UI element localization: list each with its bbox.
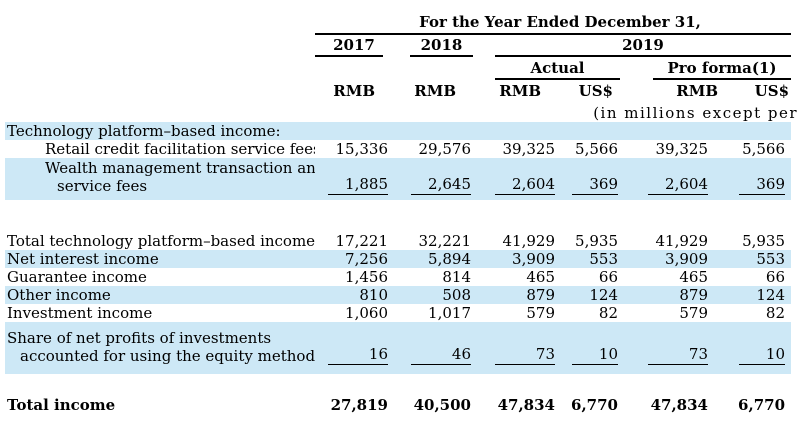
value-cell: 1,456 (345, 268, 388, 286)
value-cell: 810 (359, 286, 388, 304)
value-cell: 39,325 (655, 140, 709, 158)
value-cell: 5,894 (428, 250, 471, 268)
table-row-retail-credit-fees: Retail credit facilitation service fees … (5, 140, 791, 158)
units-note: (in millions except per (593, 104, 798, 122)
value-cell: 10 (710, 322, 791, 374)
label-column-header (5, 0, 315, 34)
row-label: Wealth management transaction and service… (45, 159, 315, 195)
value-cell: 66 (598, 268, 618, 286)
value-cell: 2,604 (620, 158, 710, 200)
value-cell: 41,929 (655, 232, 709, 250)
spacer-row (5, 200, 791, 232)
value-cell: 879 (679, 286, 708, 304)
table-row-technology-platform-heading: Technology platform–based income: (5, 122, 792, 140)
value-cell: 879 (526, 286, 555, 304)
value-cell: 5,935 (742, 232, 786, 250)
spacer-row (5, 374, 791, 393)
value-cell: 29,576 (418, 140, 472, 158)
value-cell: 124 (589, 286, 618, 304)
table-row-total-technology-income: Total technology platform–based income 1… (5, 232, 791, 250)
value-cell: 15,336 (335, 140, 389, 158)
value-cell: 16 (315, 322, 390, 374)
value-cell: 46 (390, 322, 473, 374)
currency-header-usd-proforma: US$ (754, 82, 790, 100)
currency-header-rmb-2017: RMB (333, 82, 375, 100)
value-cell: 124 (756, 286, 786, 304)
table-row-guarantee-income: Guarantee income 1,456 814 465 66 465 66 (5, 268, 791, 286)
value-cell: 508 (442, 286, 471, 304)
row-label: Guarantee income (7, 268, 147, 286)
column-group-proforma: Pro forma(1) (620, 57, 792, 80)
value-cell: 32,221 (418, 232, 472, 250)
table-row-wealth-management-fees: Wealth management transaction and service… (5, 158, 792, 200)
value-cell: 465 (679, 268, 708, 286)
value-cell: 553 (589, 250, 618, 268)
row-label: Other income (7, 286, 111, 304)
value-cell: 1,885 (315, 158, 390, 200)
currency-header-usd-actual: US$ (578, 82, 613, 100)
row-label: Total income (7, 396, 116, 414)
table-row-share-of-net-profits: Share of net profits of investments accou… (5, 322, 792, 374)
currency-header-rmb-2018: RMB (414, 82, 456, 100)
value-cell: 6,770 (738, 396, 786, 414)
value-cell: 5,566 (742, 140, 786, 158)
column-year-2019: 2019 (473, 34, 792, 57)
value-cell: 1,060 (345, 304, 388, 322)
table-row-net-interest-income: Net interest income 7,256 5,894 3,909 55… (5, 250, 792, 268)
value-cell: 579 (679, 304, 708, 322)
value-cell: 7,256 (345, 250, 388, 268)
value-cell: 10 (557, 322, 620, 374)
value-cell: 40,500 (413, 396, 471, 414)
value-cell: 369 (557, 158, 620, 200)
value-cell: 5,935 (575, 232, 618, 250)
value-cell: 2,645 (390, 158, 473, 200)
value-cell: 3,909 (665, 250, 708, 268)
column-year-2017: 2017 (315, 34, 390, 57)
column-group-actual: Actual (473, 57, 620, 80)
value-cell: 41,929 (502, 232, 556, 250)
value-cell: 73 (620, 322, 710, 374)
table-title: For the Year Ended December 31, (315, 0, 792, 35)
table-row-investment-income: Investment income 1,060 1,017 579 82 579… (5, 304, 791, 322)
value-cell: 579 (526, 304, 555, 322)
value-cell: 47,834 (497, 396, 555, 414)
value-cell: 814 (442, 268, 471, 286)
value-cell: 82 (765, 304, 786, 322)
value-cell: 27,819 (330, 396, 388, 414)
table-row-other-income: Other income 810 508 879 124 879 124 (5, 286, 792, 304)
column-year-2018: 2018 (390, 34, 473, 57)
value-cell: 39,325 (502, 140, 556, 158)
value-cell: 82 (598, 304, 618, 322)
value-cell: 17,221 (335, 232, 389, 250)
row-label: Net interest income (7, 250, 159, 268)
value-cell: 369 (710, 158, 791, 200)
value-cell: 2,604 (473, 158, 557, 200)
value-cell: 465 (526, 268, 555, 286)
income-statement-table: For the Year Ended December 31, 2017 201… (5, 0, 798, 414)
currency-header-rmb-proforma: RMB (676, 82, 718, 100)
value-cell: 5,566 (575, 140, 618, 158)
row-label: Total technology platform–based income (7, 232, 315, 250)
value-cell: 66 (765, 268, 786, 286)
value-cell: 1,017 (428, 304, 471, 322)
row-label: Share of net profits of investments accou… (7, 329, 315, 365)
value-cell: 73 (473, 322, 557, 374)
row-label: Technology platform–based income: (7, 122, 281, 140)
row-label: Investment income (7, 304, 153, 322)
value-cell: 553 (756, 250, 786, 268)
currency-header-rmb-actual: RMB (499, 82, 541, 100)
table-row-total-income: Total income 27,819 40,500 47,834 6,770 … (5, 393, 791, 414)
row-label: Retail credit facilitation service fees (45, 140, 315, 158)
value-cell: 6,770 (571, 396, 618, 414)
value-cell: 47,834 (650, 396, 708, 414)
value-cell: 3,909 (512, 250, 555, 268)
